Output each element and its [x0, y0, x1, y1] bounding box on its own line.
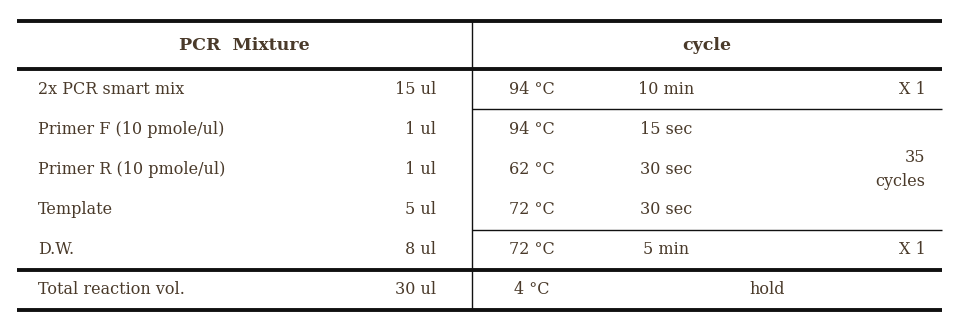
Text: PCR  Mixture: PCR Mixture — [179, 37, 310, 54]
Text: 1 ul: 1 ul — [406, 161, 436, 178]
Text: 94 °C: 94 °C — [509, 121, 555, 138]
Text: 15 ul: 15 ul — [395, 81, 436, 97]
Text: X 1: X 1 — [899, 241, 925, 258]
Text: hold: hold — [749, 281, 785, 298]
Text: 5 min: 5 min — [643, 241, 690, 258]
Text: 72 °C: 72 °C — [509, 201, 555, 218]
Text: 5 ul: 5 ul — [406, 201, 436, 218]
Text: Template: Template — [38, 201, 113, 218]
Text: Total reaction vol.: Total reaction vol. — [38, 281, 185, 298]
Text: 72 °C: 72 °C — [509, 241, 555, 258]
Text: 30 ul: 30 ul — [395, 281, 436, 298]
Text: X 1: X 1 — [899, 81, 925, 97]
Text: Primer F (10 pmole/ul): Primer F (10 pmole/ul) — [38, 121, 224, 138]
Text: cycle: cycle — [682, 37, 732, 54]
Text: 10 min: 10 min — [639, 81, 694, 97]
Text: 2x PCR smart mix: 2x PCR smart mix — [38, 81, 185, 97]
Text: D.W.: D.W. — [38, 241, 75, 258]
Text: 94 °C: 94 °C — [509, 81, 555, 97]
Text: 30 sec: 30 sec — [641, 161, 692, 178]
Text: 15 sec: 15 sec — [641, 121, 692, 138]
Text: Primer R (10 pmole/ul): Primer R (10 pmole/ul) — [38, 161, 225, 178]
Text: 8 ul: 8 ul — [406, 241, 436, 258]
Text: cycles: cycles — [876, 173, 925, 190]
Text: 4 °C: 4 °C — [514, 281, 550, 298]
Text: 35: 35 — [905, 149, 925, 166]
Text: 62 °C: 62 °C — [509, 161, 555, 178]
Text: 1 ul: 1 ul — [406, 121, 436, 138]
Text: 30 sec: 30 sec — [641, 201, 692, 218]
